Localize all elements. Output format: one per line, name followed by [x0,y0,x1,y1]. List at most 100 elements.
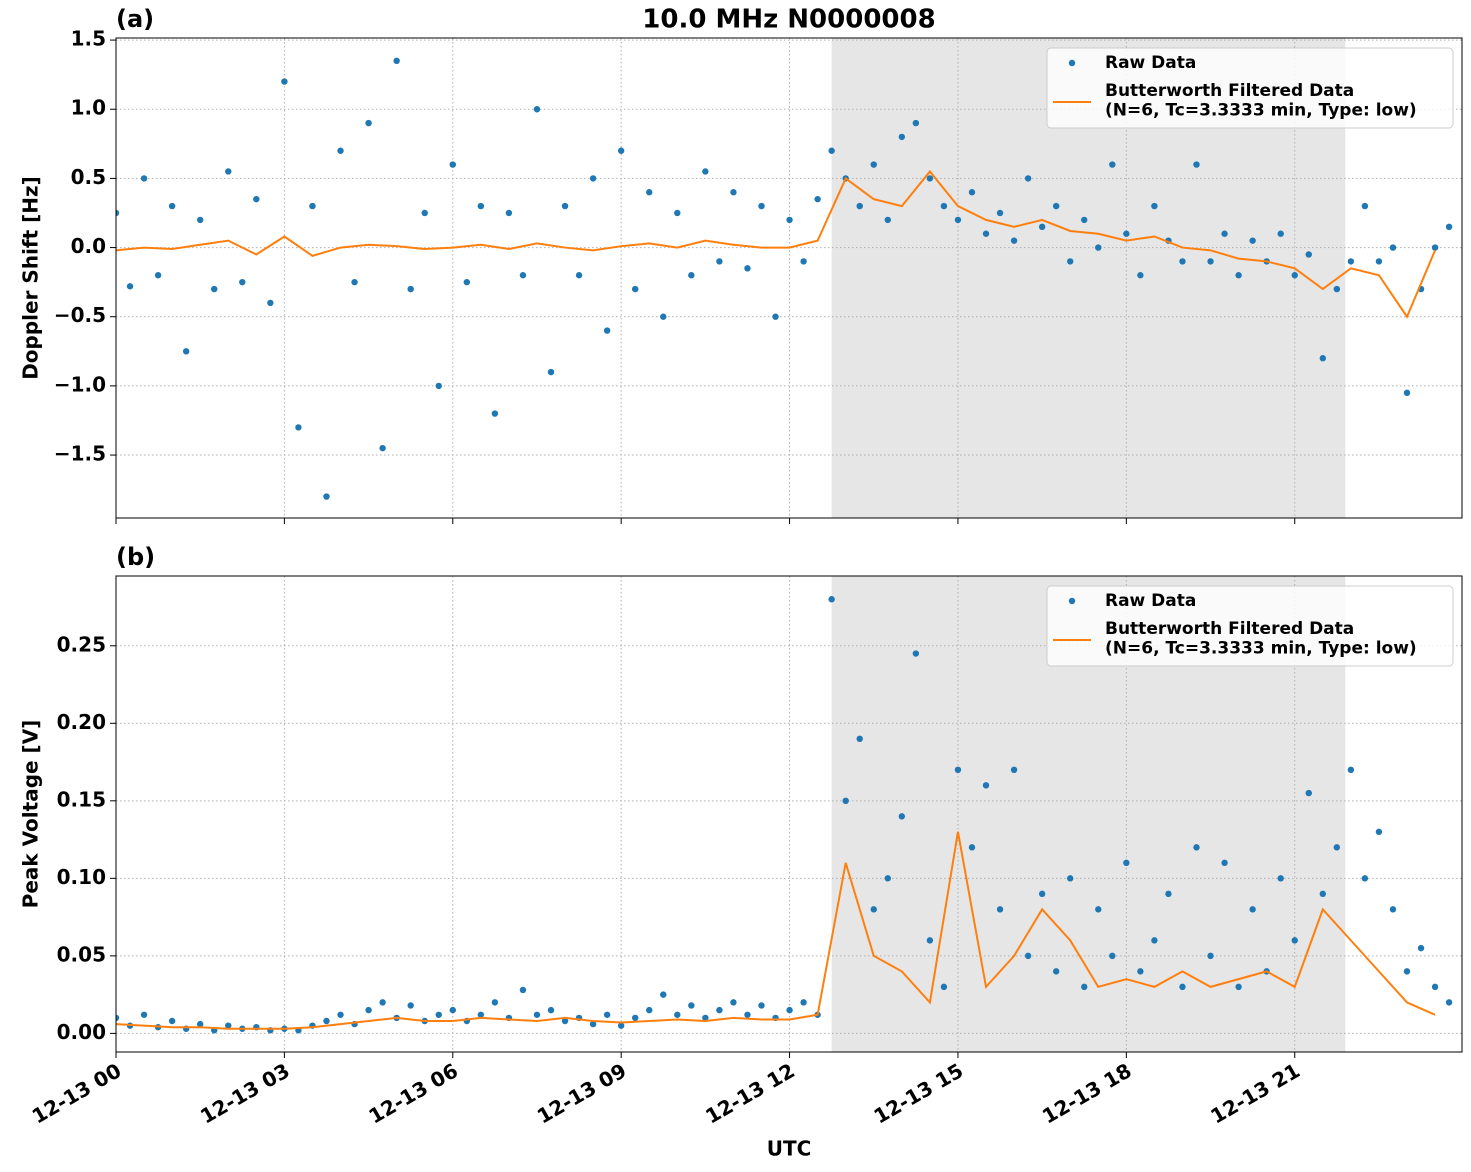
raw-point [182,348,190,355]
raw-point [1109,952,1116,960]
raw-point [211,285,218,293]
raw-point [435,1011,442,1018]
raw-point [1375,828,1383,836]
raw-point [1445,999,1453,1006]
panel: −1.5 −1.0 −0.5 0.0 0.5 1.0 1.5 10.0 MHz N000000… [19,5,1463,524]
raw-point [547,1006,555,1014]
raw-point [1431,244,1439,251]
raw-point [337,147,344,154]
y-tick-label: 0.15 [57,787,106,811]
raw-point [393,57,400,65]
axes-frame [115,37,1463,519]
raw-point [589,1020,597,1028]
raw-point [337,1011,344,1018]
raw-point [1067,875,1074,882]
raw-point [1361,875,1369,882]
raw-point [1193,844,1200,851]
filtered-line [116,831,1436,1030]
raw-point [982,230,990,237]
raw-point [561,202,569,210]
raw-point [1024,175,1032,182]
raw-point [253,195,260,203]
raw-point [1067,258,1074,265]
raw-point [1277,230,1284,237]
axes-frame [115,575,1463,1053]
raw-point [870,906,877,913]
raw-point [561,1017,569,1025]
raw-point [435,382,442,390]
raw-point [491,999,499,1006]
raw-point [996,906,1004,913]
raw-point [912,119,920,127]
raw-point [1403,968,1411,975]
y-axis-label: Peak Voltage [V] [19,720,43,909]
raw-point [632,1014,639,1022]
raw-point [716,1006,723,1014]
raw-point [519,986,527,994]
raw-point [1123,859,1130,867]
raw-point [898,133,906,141]
y-tick-label: 0.20 [57,710,106,734]
raw-point [379,999,386,1006]
raw-point [365,119,372,127]
raw-point [1305,251,1312,258]
raw-point [1249,237,1256,244]
raw-point [533,1011,541,1018]
raw-point [786,1006,793,1014]
raw-point [617,1022,625,1029]
raw-point [1319,355,1326,362]
raw-point [744,1011,751,1018]
x-tick-label: 12-13 03 [196,1058,294,1128]
x-tick-label: 12-13 18 [1038,1058,1136,1128]
raw-point [786,216,793,224]
plot-area [116,57,1453,500]
raw-point [1347,258,1355,265]
raw-point [870,161,877,168]
raw-point [365,1006,372,1014]
raw-point [702,168,709,175]
raw-point [617,147,625,154]
x-tick-label: 12-13 21 [1206,1058,1304,1128]
raw-point [828,596,835,603]
legend-marker [1068,59,1076,67]
x-tick-label: 12-13 12 [701,1058,799,1128]
raw-point [168,1017,176,1025]
raw-point [1221,859,1228,867]
raw-point [1361,202,1369,210]
raw-point [1137,272,1144,279]
raw-point [1221,230,1228,237]
raw-point [646,189,653,196]
raw-point [1375,258,1383,265]
legend-label: Raw Data [1105,53,1196,73]
raw-point [1010,766,1018,774]
raw-point [225,1022,232,1029]
raw-point [239,278,246,286]
raw-point [674,209,681,217]
raw-point [968,189,976,196]
raw-point [1305,789,1312,797]
x-tick-label: 12-13 00 [28,1058,126,1128]
raw-point [196,1020,204,1028]
raw-point [407,285,414,293]
raw-point [1235,983,1242,991]
y-tick-label: −1.5 [54,442,106,466]
raw-point [1207,952,1214,960]
raw-point [842,797,849,805]
raw-point [1333,844,1341,851]
raw-point [1123,230,1130,237]
raw-point [1179,258,1186,265]
raw-point [1249,906,1256,913]
raw-point [702,1014,709,1022]
raw-point [730,189,737,196]
raw-point [632,285,639,293]
raw-point [477,202,485,210]
raw-point [267,299,274,307]
raw-point [1207,258,1214,265]
panel-label: (b) [116,543,155,571]
raw-point [800,999,807,1006]
x-tick-label: 12-13 09 [533,1058,631,1128]
raw-point [1445,223,1453,231]
raw-point [1179,983,1186,991]
y-tick-label: 0.05 [57,942,106,966]
raw-point [814,195,821,203]
